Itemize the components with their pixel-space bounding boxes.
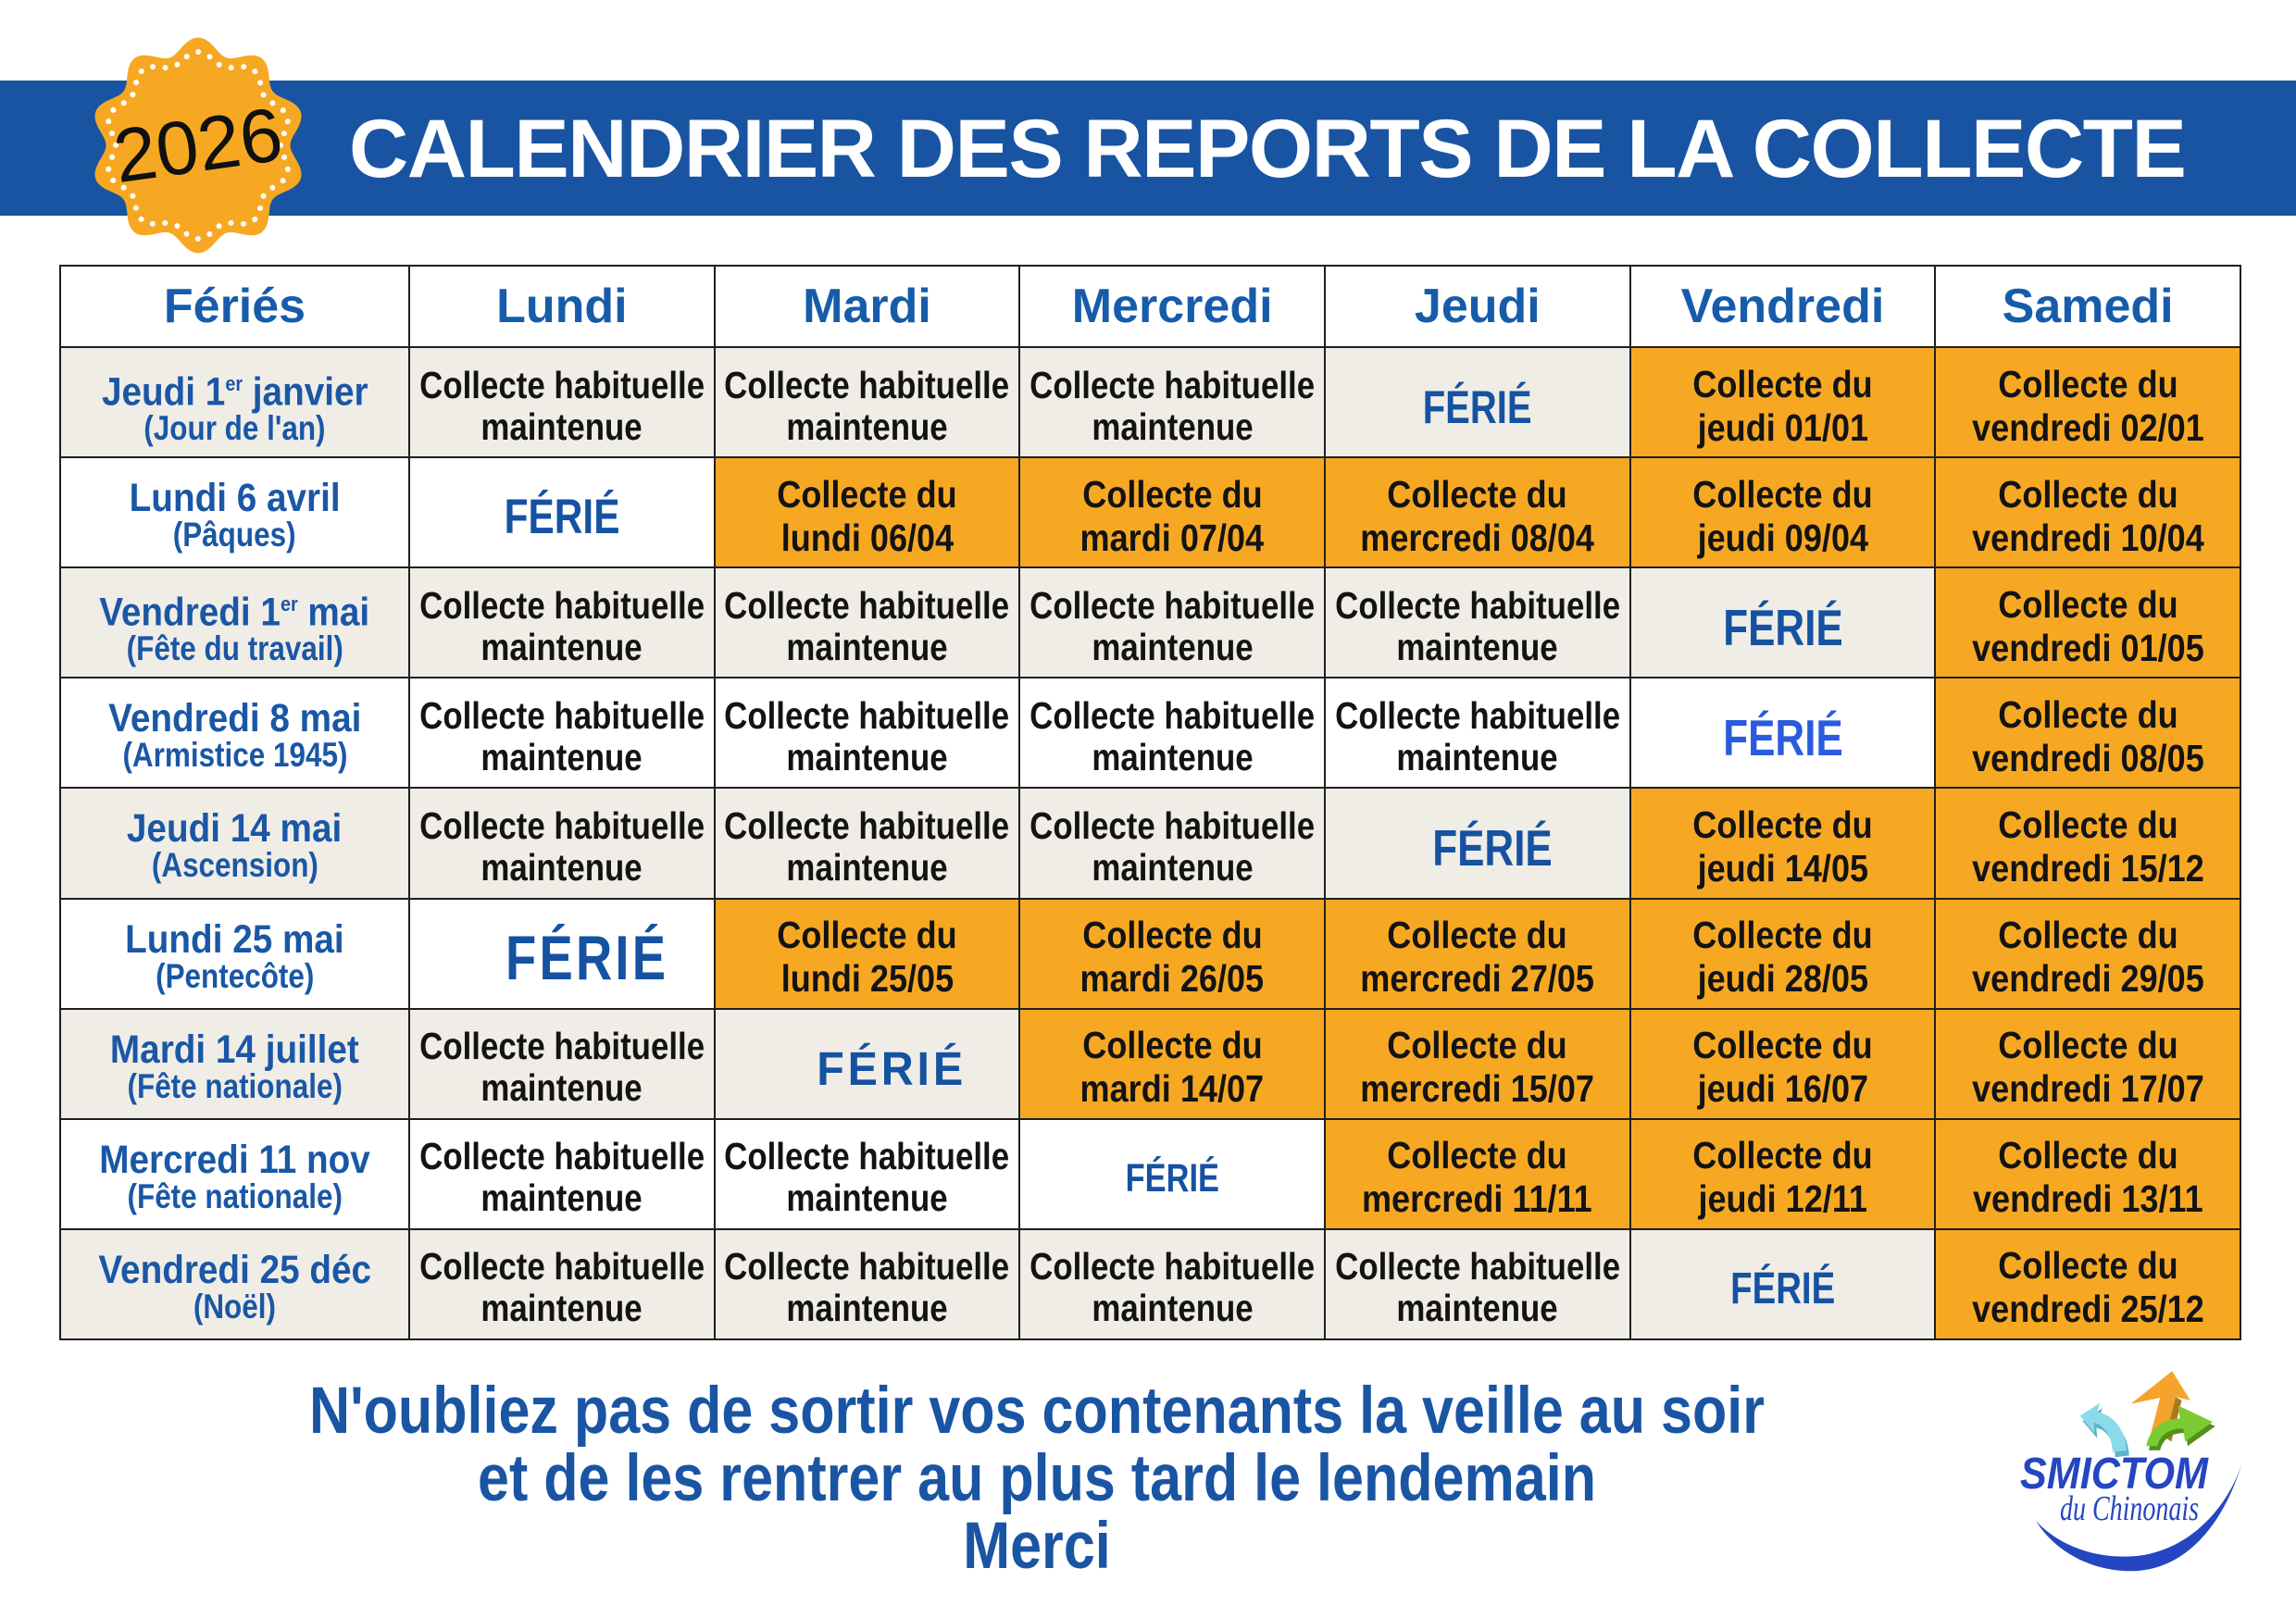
svg-text:du Chinonais: du Chinonais bbox=[2060, 1489, 2199, 1528]
svg-text:SMICTOM: SMICTOM bbox=[2020, 1450, 2209, 1499]
